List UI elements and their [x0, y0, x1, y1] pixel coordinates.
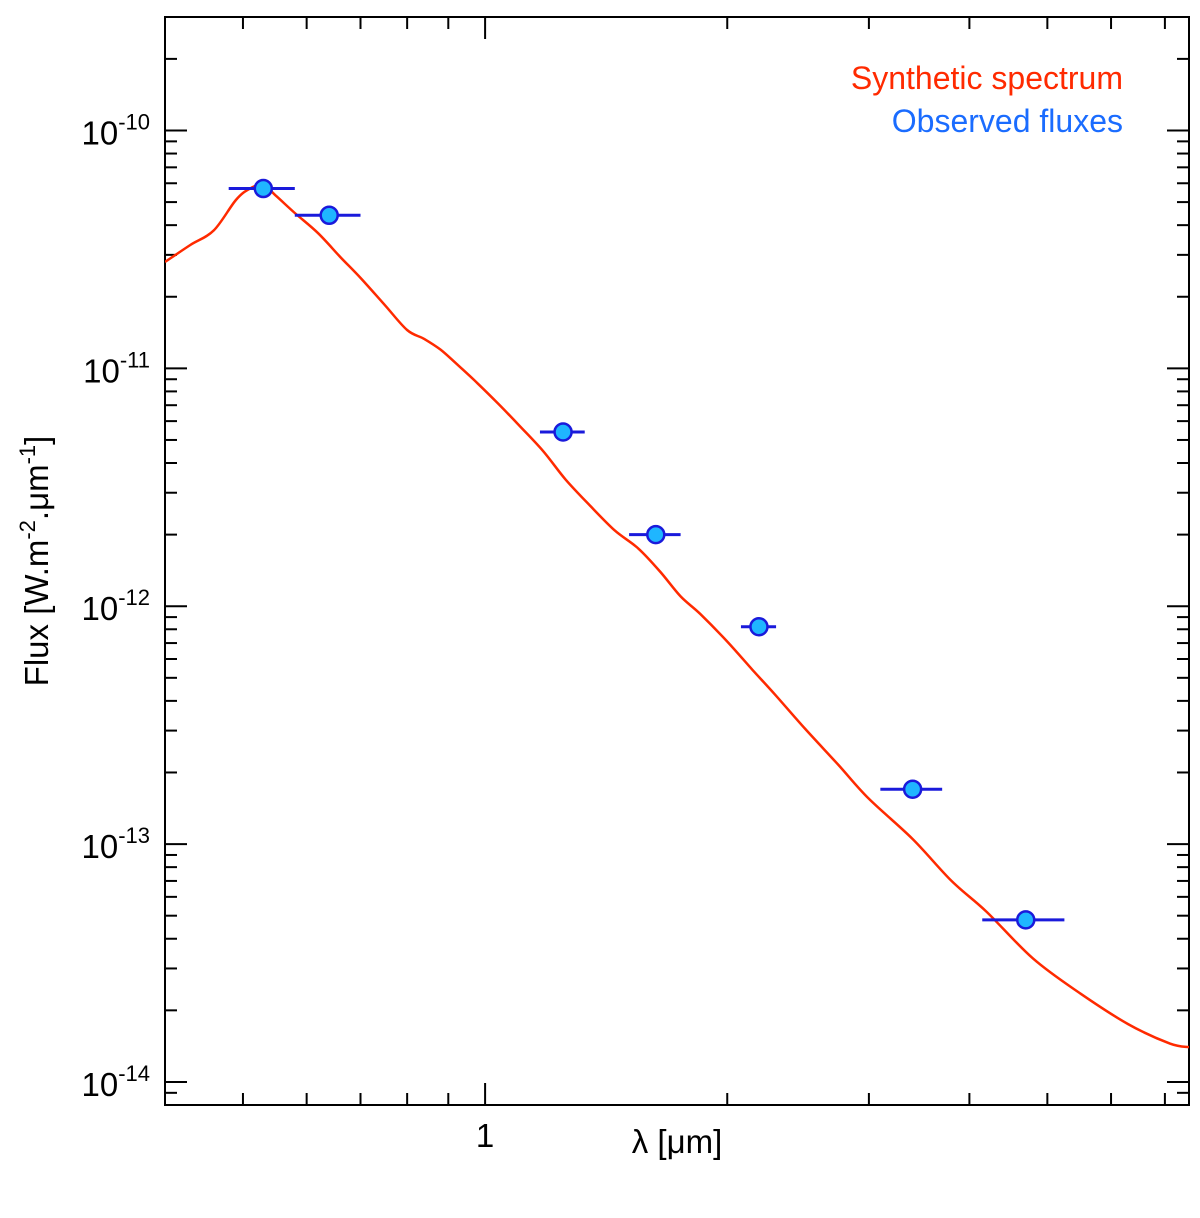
y-axis-label-part: Flux [W.m	[18, 540, 55, 687]
observed-flux-point	[553, 422, 573, 442]
axis-ticks	[164, 16, 1189, 1106]
synthetic-spectrum-line	[165, 183, 1189, 1049]
y-axis-label-sup: -2	[15, 520, 40, 540]
observed-flux-point	[319, 205, 339, 226]
y-tick-labels: 10-14 10-13 10-12 10-11 10-10	[81, 109, 150, 1102]
x-tick-labels: 1	[476, 1117, 494, 1154]
observed-flux-point	[1015, 910, 1036, 930]
plot-frame-group	[164, 16, 1190, 1106]
observed-flux-point	[253, 178, 274, 199]
y-tick-label: 10-14	[81, 1061, 150, 1103]
legend: Synthetic spectrum Observed fluxes	[851, 60, 1123, 139]
plot-frame	[164, 16, 1190, 1106]
y-axis-label-part: ]	[18, 436, 55, 445]
y-tick-label: 10-10	[81, 109, 150, 151]
synthetic-spectrum-series	[165, 183, 1189, 1049]
y-tick-label: 10-12	[81, 585, 150, 627]
observed-flux-point	[902, 779, 923, 800]
observed-flux-point	[749, 616, 769, 637]
legend-entry-observed-fluxes: Observed fluxes	[892, 103, 1123, 139]
x-tick-label: 1	[476, 1117, 494, 1154]
y-axis-label-part: .μm	[18, 464, 55, 520]
x-axis-label: λ [μm]	[632, 1123, 723, 1160]
y-tick-label: 10-13	[81, 823, 150, 865]
y-tick-label: 10-11	[83, 347, 150, 389]
legend-entry-synthetic-spectrum: Synthetic spectrum	[851, 60, 1123, 96]
y-axis-label-sup: -1	[15, 445, 40, 465]
y-axis-label: Flux [W.m-2.μm-1]	[15, 436, 55, 687]
observed-fluxes-series	[228, 178, 1065, 930]
observed-flux-point	[646, 524, 666, 545]
